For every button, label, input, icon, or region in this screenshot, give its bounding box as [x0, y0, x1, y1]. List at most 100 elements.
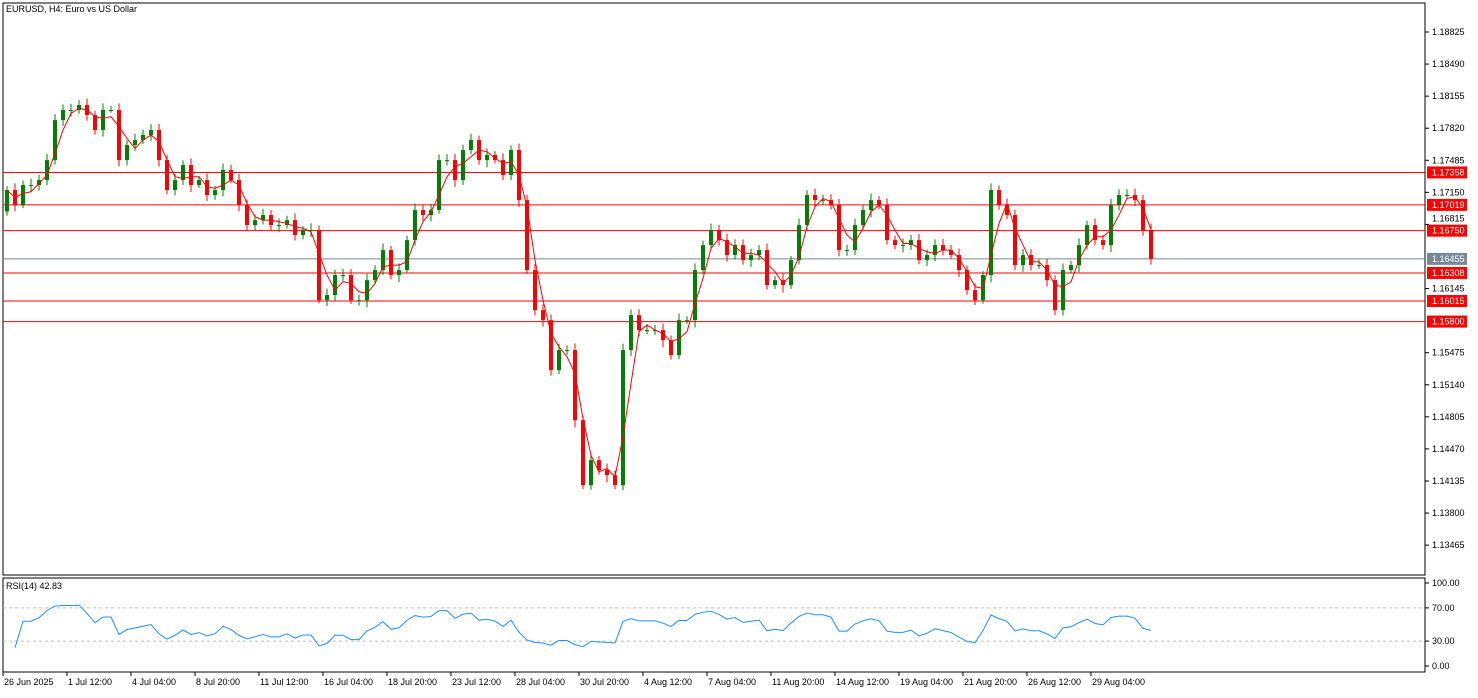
time-tick-label: 23 Jul 12:00	[452, 677, 501, 687]
candle-body	[949, 250, 953, 256]
candle	[1045, 258, 1049, 287]
candle-body	[381, 250, 385, 271]
candle-body	[277, 225, 281, 227]
candle-body	[253, 220, 257, 226]
candle	[1125, 189, 1129, 199]
level-price-label: 1.15800	[1432, 317, 1465, 327]
price-tick-label: 1.17485	[1432, 155, 1465, 165]
candle-body	[109, 110, 113, 112]
level-price-label: 1.16750	[1432, 226, 1465, 236]
candle-body	[933, 245, 937, 256]
candle	[957, 248, 961, 278]
candle-body	[69, 110, 73, 112]
candle	[77, 100, 81, 114]
candle	[805, 190, 809, 230]
candle	[101, 103, 105, 137]
candle-body	[709, 230, 713, 246]
candle-body	[93, 114, 97, 131]
time-tick-label: 7 Aug 04:00	[708, 677, 756, 687]
candle-body	[365, 280, 369, 301]
rsi-tick-label: 70.00	[1432, 603, 1455, 613]
candle	[501, 153, 505, 181]
candle-body	[397, 270, 401, 276]
candle-body	[917, 240, 921, 261]
candle	[869, 193, 873, 218]
price-tick-label: 1.17820	[1432, 123, 1465, 133]
candle	[493, 151, 497, 164]
candle-body	[685, 320, 689, 322]
candle	[357, 294, 361, 306]
candle-body	[565, 350, 569, 352]
candle-body	[101, 110, 105, 131]
candle	[181, 160, 185, 186]
candle-body	[205, 180, 209, 196]
candle	[965, 265, 969, 295]
candle-body	[293, 220, 297, 236]
candle	[53, 114, 57, 165]
candle-body	[349, 275, 353, 301]
candle-body	[925, 255, 929, 261]
candle-body	[549, 320, 553, 371]
candle	[365, 273, 369, 308]
candle	[533, 264, 537, 316]
candle	[853, 218, 857, 255]
candle-body	[1061, 270, 1065, 311]
candle-body	[1141, 200, 1145, 231]
candle	[661, 323, 665, 348]
candle	[29, 178, 33, 192]
candle-body	[997, 190, 1001, 206]
candle	[581, 416, 585, 489]
candle	[1013, 209, 1017, 271]
candle	[573, 343, 577, 428]
candle	[997, 185, 1001, 210]
candle	[1029, 249, 1033, 271]
candle	[933, 239, 937, 262]
candle-body	[525, 200, 529, 271]
candle	[1021, 249, 1025, 272]
candle-body	[581, 420, 585, 486]
candle	[557, 343, 561, 375]
candle	[309, 223, 313, 237]
price-tick-label: 1.15140	[1432, 380, 1465, 390]
candle-body	[61, 110, 65, 121]
price-tick-label: 1.18490	[1432, 59, 1465, 69]
candle-body	[245, 205, 249, 226]
candle	[5, 186, 9, 216]
candle-body	[629, 315, 633, 351]
price-tick-label: 1.16815	[1432, 214, 1465, 224]
candle-body	[301, 230, 305, 236]
price-tick-label: 1.15475	[1432, 348, 1465, 358]
candle-body	[221, 170, 225, 191]
candle	[773, 275, 777, 290]
candle-body	[1053, 280, 1057, 311]
candle-body	[805, 195, 809, 226]
candle-body	[557, 350, 561, 371]
time-tick-label: 28 Jul 04:00	[516, 677, 565, 687]
candle-body	[413, 210, 417, 241]
candle-body	[885, 205, 889, 241]
candle	[445, 154, 449, 166]
candle-body	[189, 165, 193, 186]
candle	[757, 245, 761, 261]
candle	[237, 173, 241, 212]
candle-body	[237, 180, 241, 206]
candle	[397, 263, 401, 283]
rsi-plot-frame	[2, 577, 1426, 673]
price-tick-label: 1.13465	[1432, 540, 1465, 550]
candle-body	[117, 110, 121, 161]
candle-body	[317, 230, 321, 301]
candle-body	[1149, 230, 1153, 259]
candle-body	[837, 205, 841, 251]
level-price-label: 1.17019	[1432, 200, 1465, 210]
candle	[717, 224, 721, 246]
candle	[45, 153, 49, 186]
candle	[949, 244, 953, 259]
candle	[221, 163, 225, 197]
candle-body	[901, 245, 905, 247]
candle-body	[749, 255, 753, 261]
candle	[469, 133, 473, 155]
moving-average-line	[6, 107, 1152, 478]
candle-body	[157, 130, 161, 161]
candle	[21, 180, 25, 209]
